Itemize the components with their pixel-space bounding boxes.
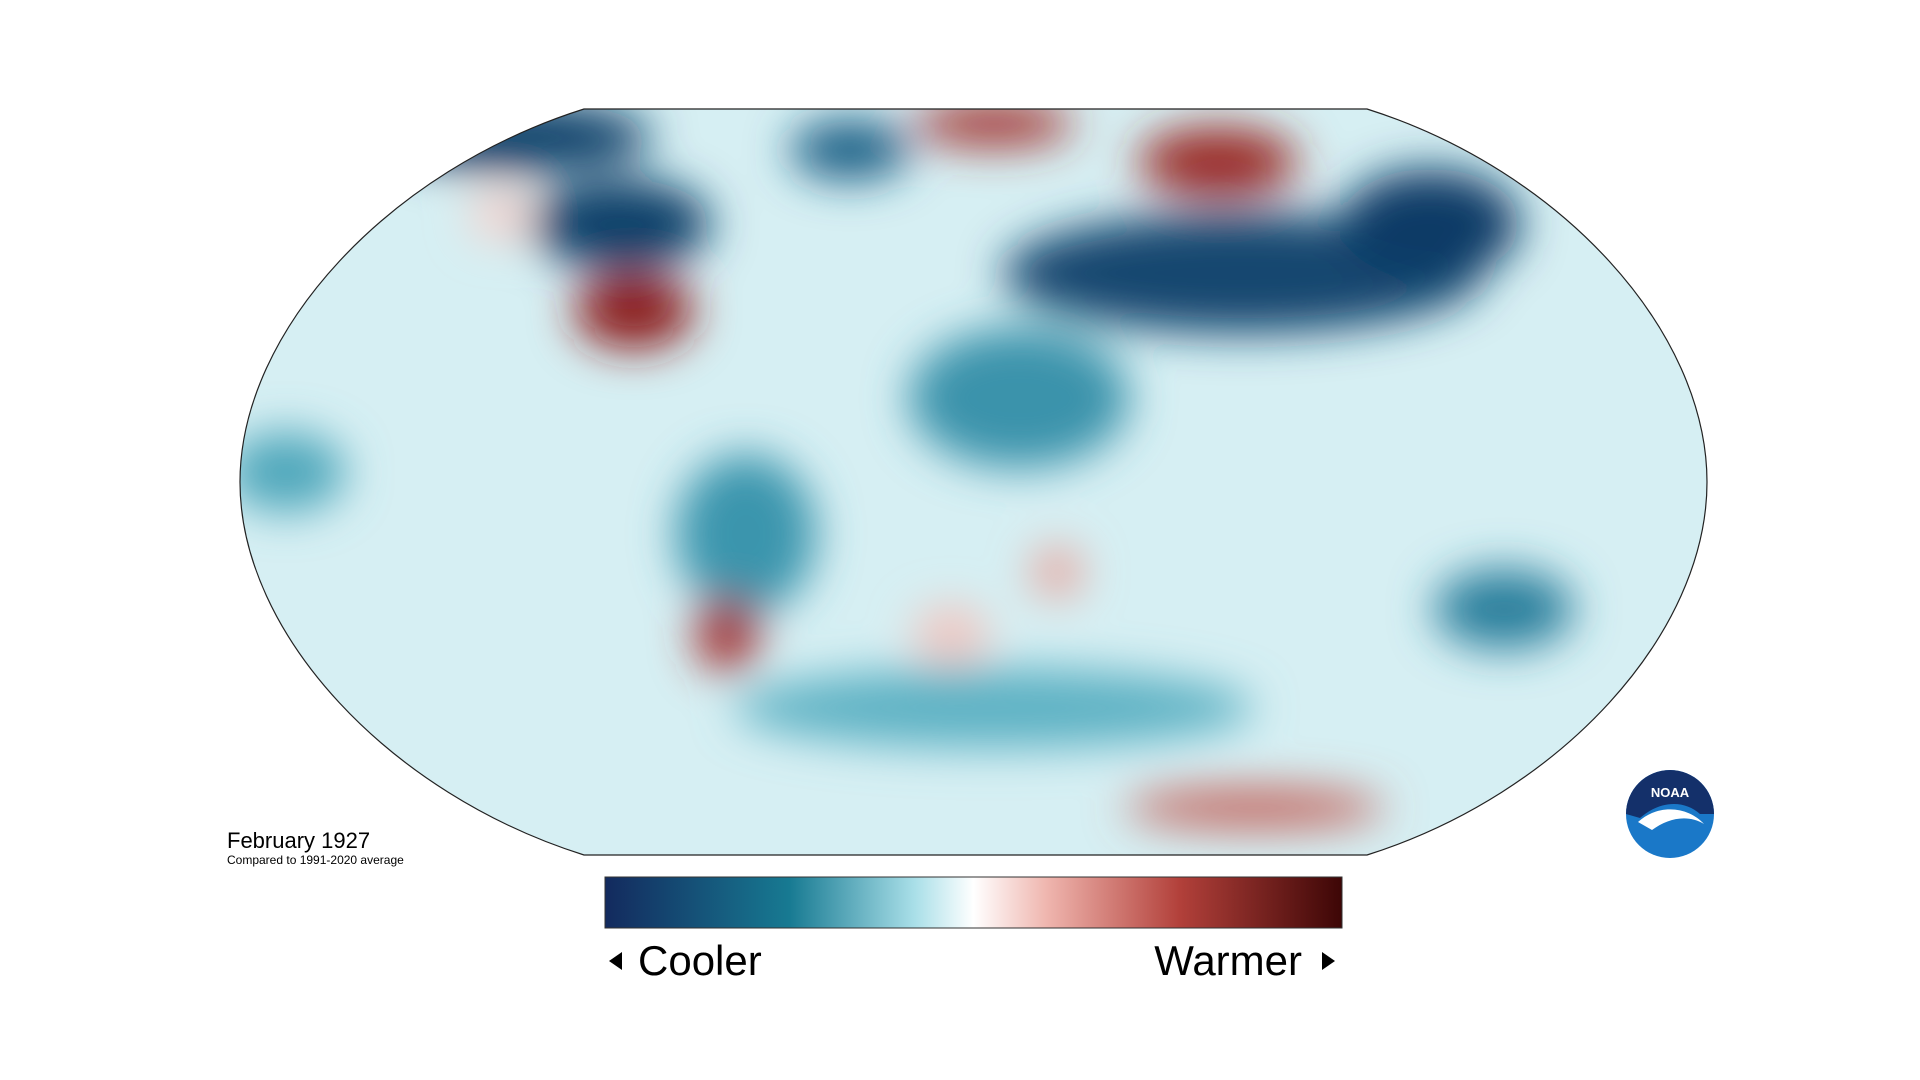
map-title: February 1927: [227, 828, 370, 853]
map-outline: [239, 108, 1708, 856]
anomaly-field: [240, 109, 1707, 855]
cooler-arrow: [609, 952, 622, 970]
noaa-logo: NOAA: [1626, 770, 1714, 858]
warmer-arrow: [1322, 952, 1335, 970]
color-bar: [604, 876, 1343, 929]
warmer-label: Warmer: [1154, 937, 1302, 984]
map-subtitle: Compared to 1991-2020 average: [227, 853, 404, 867]
logo-text: NOAA: [1651, 785, 1690, 800]
cooler-label: Cooler: [638, 937, 762, 984]
